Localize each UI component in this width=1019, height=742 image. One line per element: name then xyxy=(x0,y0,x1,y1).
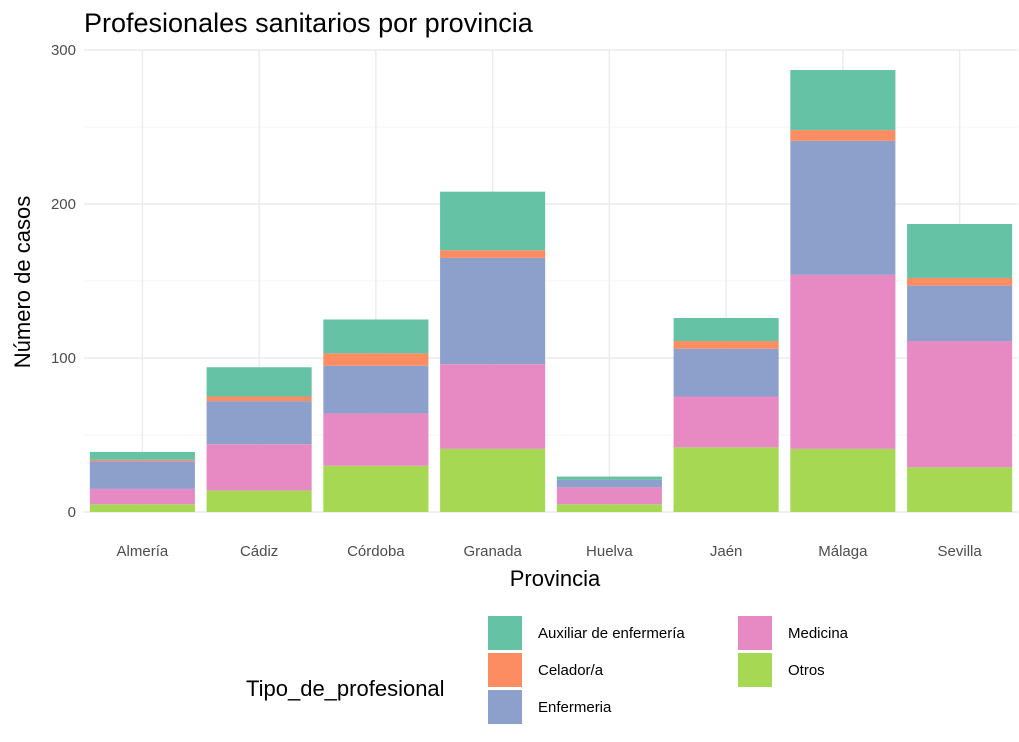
x-tick-label: Sevilla xyxy=(938,543,983,560)
bar-segment xyxy=(440,448,546,512)
legend-label: Celador/a xyxy=(538,662,604,679)
legend-key xyxy=(488,653,522,687)
bar-segment xyxy=(206,367,312,397)
bar-segment xyxy=(89,461,195,489)
bar-segment xyxy=(440,257,546,365)
bar-segment xyxy=(790,70,896,131)
bar-segment xyxy=(440,191,546,251)
bar-segment xyxy=(206,490,312,512)
bar-segment xyxy=(556,487,662,505)
y-tick-label: 100 xyxy=(51,350,76,367)
x-axis-title: Provincia xyxy=(510,566,601,591)
bar-segment xyxy=(440,250,546,258)
y-axis-title: Número de casos xyxy=(10,196,35,368)
chart-title: Profesionales sanitarios por provincia xyxy=(84,8,534,38)
bar-segment xyxy=(323,413,429,466)
legend-title: Tipo_de_profesional xyxy=(246,676,445,701)
legend: Auxiliar de enfermería Celador/a Enfermeri… xyxy=(488,616,849,724)
x-tick-label: Huelva xyxy=(586,543,633,560)
bar-segment xyxy=(206,401,312,445)
bar-segment xyxy=(907,277,1013,286)
legend-key xyxy=(738,616,772,650)
bar-segment xyxy=(556,479,662,488)
bar-segment xyxy=(89,504,195,512)
bar-segment xyxy=(907,467,1013,512)
legend-label: Enfermeria xyxy=(538,699,612,716)
bar-segment xyxy=(673,341,779,349)
bar-segment xyxy=(323,365,429,414)
bar-segment xyxy=(790,274,896,449)
bar-segment xyxy=(790,448,896,512)
y-tick-label: 0 xyxy=(68,504,76,521)
x-tick-label: Granada xyxy=(463,543,522,560)
bar-segment xyxy=(323,319,429,354)
legend-label: Medicina xyxy=(788,625,849,642)
bar-segment xyxy=(790,130,896,141)
bar-segment xyxy=(673,348,779,397)
legend-label: Auxiliar de enfermería xyxy=(538,625,685,642)
x-axis-ticks: Almería Cádiz Córdoba Granada Huelva Jaén Mála… xyxy=(117,543,983,560)
y-axis-ticks: 0 100 200 300 xyxy=(51,42,76,521)
bar-segment xyxy=(89,451,195,460)
x-tick-label: Almería xyxy=(117,543,169,560)
bar-segment xyxy=(206,444,312,491)
x-tick-label: Málaga xyxy=(818,543,868,560)
bar-segment xyxy=(323,465,429,512)
bar-segment xyxy=(89,488,195,505)
legend-label: Otros xyxy=(788,662,825,679)
bars xyxy=(89,70,1013,512)
bar-segment xyxy=(89,459,195,462)
bar-segment xyxy=(673,317,779,342)
y-tick-label: 300 xyxy=(51,42,76,59)
bar-segment xyxy=(907,224,1013,278)
x-tick-label: Córdoba xyxy=(347,543,405,560)
legend-key xyxy=(738,653,772,687)
x-tick-label: Jaén xyxy=(710,543,743,560)
bar-segment xyxy=(673,447,779,512)
y-tick-label: 200 xyxy=(51,196,76,213)
bar-segment xyxy=(673,396,779,448)
bar-segment xyxy=(206,396,312,402)
bar-segment xyxy=(907,341,1013,468)
bar-segment xyxy=(907,285,1013,342)
bar-segment xyxy=(323,353,429,366)
bar-segment xyxy=(556,476,662,480)
bar-segment xyxy=(790,140,896,275)
bar-segment xyxy=(440,364,546,449)
legend-key xyxy=(488,690,522,724)
bar-segment xyxy=(556,504,662,512)
x-tick-label: Cádiz xyxy=(240,543,278,560)
legend-key xyxy=(488,616,522,650)
